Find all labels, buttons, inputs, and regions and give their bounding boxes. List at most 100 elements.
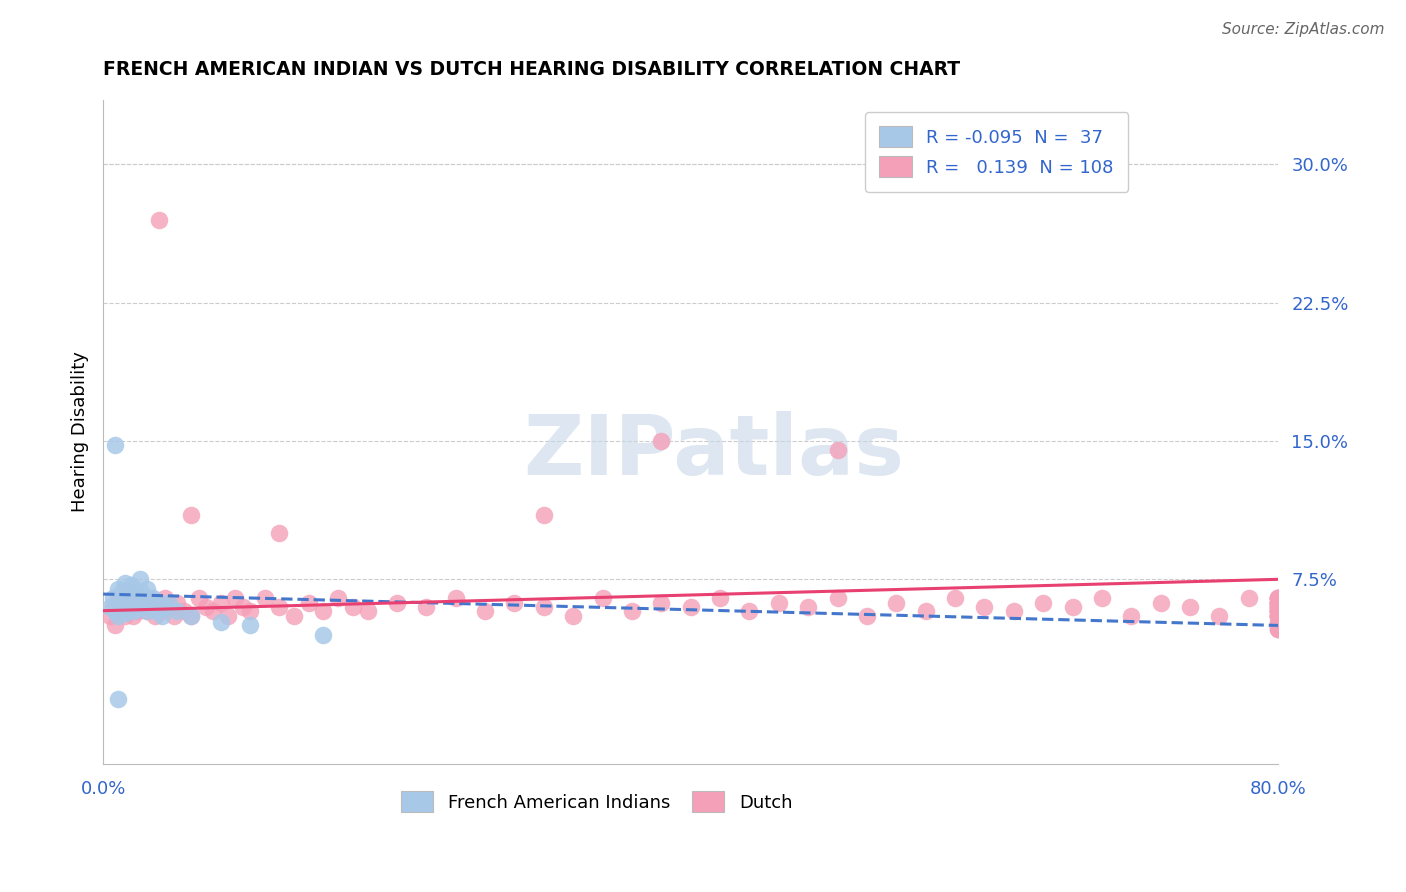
- Point: [1267, 596, 1289, 610]
- Point: [973, 599, 995, 614]
- Point: [209, 596, 232, 610]
- Point: [1267, 599, 1289, 614]
- Point: [202, 604, 225, 618]
- Point: [592, 591, 614, 605]
- Point: [1267, 609, 1289, 624]
- Point: [127, 604, 149, 618]
- Point: [328, 591, 350, 605]
- Point: [474, 604, 496, 618]
- Point: [1267, 596, 1289, 610]
- Point: [166, 604, 188, 618]
- Point: [194, 599, 217, 614]
- Point: [107, 692, 129, 706]
- Point: [1267, 599, 1289, 614]
- Point: [620, 604, 643, 618]
- Point: [679, 599, 702, 614]
- Point: [1267, 596, 1289, 610]
- Point: [224, 591, 246, 605]
- Point: [136, 604, 159, 618]
- Point: [1062, 599, 1084, 614]
- Point: [104, 437, 127, 451]
- Point: [217, 609, 239, 624]
- Point: [115, 591, 138, 605]
- Point: [139, 599, 162, 614]
- Point: [145, 604, 167, 618]
- Point: [943, 591, 966, 605]
- Point: [1002, 604, 1025, 618]
- Point: [1267, 618, 1289, 632]
- Point: [187, 591, 209, 605]
- Point: [131, 585, 153, 599]
- Point: [1267, 609, 1289, 624]
- Point: [444, 591, 467, 605]
- Point: [1267, 618, 1289, 632]
- Text: FRENCH AMERICAN INDIAN VS DUTCH HEARING DISABILITY CORRELATION CHART: FRENCH AMERICAN INDIAN VS DUTCH HEARING …: [103, 60, 960, 78]
- Text: Source: ZipAtlas.com: Source: ZipAtlas.com: [1222, 22, 1385, 37]
- Point: [124, 596, 146, 610]
- Point: [232, 599, 254, 614]
- Text: ZIPatlas: ZIPatlas: [523, 411, 904, 492]
- Point: [1267, 622, 1289, 636]
- Point: [100, 599, 122, 614]
- Point: [1150, 596, 1173, 610]
- Point: [650, 596, 672, 610]
- Point: [312, 628, 335, 642]
- Point: [1267, 618, 1289, 632]
- Point: [650, 434, 672, 448]
- Point: [1267, 604, 1289, 618]
- Point: [148, 596, 170, 610]
- Point: [1267, 604, 1289, 618]
- Legend: French American Indians, Dutch: French American Indians, Dutch: [392, 782, 801, 822]
- Point: [1267, 609, 1289, 624]
- Point: [1267, 604, 1289, 618]
- Point: [342, 599, 364, 614]
- Point: [122, 582, 145, 596]
- Point: [1267, 615, 1289, 629]
- Point: [125, 602, 148, 616]
- Point: [162, 609, 184, 624]
- Point: [209, 615, 232, 629]
- Point: [124, 591, 146, 605]
- Point: [768, 596, 790, 610]
- Point: [128, 572, 150, 586]
- Point: [110, 596, 132, 610]
- Point: [253, 591, 276, 605]
- Point: [1267, 599, 1289, 614]
- Point: [115, 585, 138, 599]
- Point: [312, 604, 335, 618]
- Point: [1267, 596, 1289, 610]
- Point: [856, 609, 879, 624]
- Point: [121, 609, 143, 624]
- Point: [797, 599, 820, 614]
- Point: [503, 596, 526, 610]
- Point: [114, 609, 136, 624]
- Point: [738, 604, 761, 618]
- Point: [1267, 609, 1289, 624]
- Point: [1267, 591, 1289, 605]
- Point: [104, 618, 127, 632]
- Point: [104, 604, 127, 618]
- Point: [827, 591, 849, 605]
- Point: [1267, 591, 1289, 605]
- Point: [709, 591, 731, 605]
- Point: [121, 594, 143, 608]
- Point: [173, 604, 195, 618]
- Point: [1267, 599, 1289, 614]
- Point: [1267, 604, 1289, 618]
- Point: [180, 609, 202, 624]
- Point: [107, 609, 129, 624]
- Point: [153, 591, 176, 605]
- Point: [134, 594, 156, 608]
- Point: [1267, 609, 1289, 624]
- Point: [1267, 596, 1289, 610]
- Point: [148, 212, 170, 227]
- Point: [1267, 622, 1289, 636]
- Point: [1267, 609, 1289, 624]
- Point: [157, 599, 180, 614]
- Point: [239, 618, 262, 632]
- Point: [111, 585, 134, 599]
- Point: [114, 576, 136, 591]
- Point: [143, 609, 166, 624]
- Point: [128, 591, 150, 605]
- Point: [110, 604, 132, 618]
